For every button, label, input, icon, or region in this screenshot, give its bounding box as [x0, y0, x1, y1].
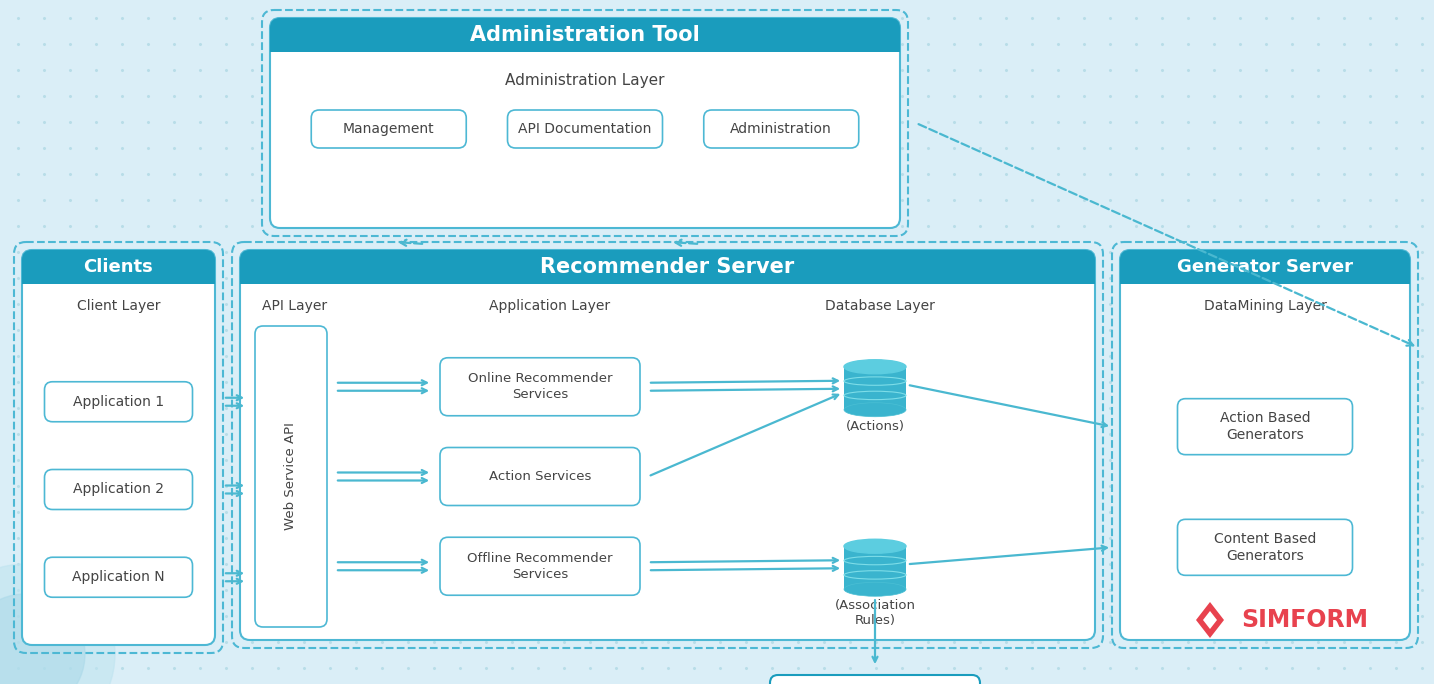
FancyBboxPatch shape — [1120, 250, 1410, 640]
Text: Online Recommender
Services: Online Recommender Services — [467, 372, 612, 402]
FancyBboxPatch shape — [44, 469, 192, 510]
FancyBboxPatch shape — [1120, 250, 1410, 284]
FancyBboxPatch shape — [270, 18, 901, 52]
FancyBboxPatch shape — [22, 250, 215, 645]
Text: Recommender Server: Recommender Server — [541, 257, 794, 277]
Bar — [1120, 267, 1410, 284]
Polygon shape — [1196, 602, 1225, 638]
FancyBboxPatch shape — [22, 250, 215, 284]
Text: Generator Server: Generator Server — [1177, 258, 1354, 276]
Text: Administration: Administration — [730, 122, 832, 136]
Text: Application Layer: Application Layer — [489, 299, 611, 313]
Ellipse shape — [845, 360, 906, 373]
Text: API Layer: API Layer — [262, 299, 327, 313]
Circle shape — [0, 564, 115, 684]
Polygon shape — [1203, 611, 1217, 629]
Text: Offline Recommender
Services: Offline Recommender Services — [467, 552, 612, 581]
Text: Clients: Clients — [83, 258, 153, 276]
Text: Database Layer: Database Layer — [825, 299, 935, 313]
Text: SIMFORM: SIMFORM — [1242, 608, 1368, 632]
Ellipse shape — [845, 403, 906, 417]
Text: Application 1: Application 1 — [73, 395, 163, 409]
Text: (Actions): (Actions) — [846, 420, 905, 433]
FancyBboxPatch shape — [311, 110, 466, 148]
Ellipse shape — [845, 539, 906, 553]
Text: Client Layer: Client Layer — [77, 299, 161, 313]
Text: Administration Layer: Administration Layer — [505, 73, 665, 88]
Text: Action Based
Generators: Action Based Generators — [1220, 411, 1311, 443]
FancyBboxPatch shape — [255, 326, 327, 627]
FancyBboxPatch shape — [1177, 519, 1352, 575]
FancyBboxPatch shape — [1177, 399, 1352, 455]
FancyBboxPatch shape — [44, 382, 192, 422]
FancyBboxPatch shape — [704, 110, 859, 148]
FancyBboxPatch shape — [770, 675, 979, 684]
Text: Application N: Application N — [72, 570, 165, 584]
Text: Administration Tool: Administration Tool — [470, 25, 700, 45]
FancyBboxPatch shape — [508, 110, 663, 148]
Bar — [239, 267, 1096, 284]
FancyBboxPatch shape — [440, 537, 640, 595]
FancyBboxPatch shape — [239, 250, 1096, 640]
Text: Action Services: Action Services — [489, 470, 591, 483]
Bar — [270, 35, 901, 52]
Circle shape — [0, 594, 85, 684]
FancyBboxPatch shape — [440, 447, 640, 505]
Bar — [22, 267, 215, 284]
Text: (Association
Rules): (Association Rules) — [835, 599, 915, 627]
FancyBboxPatch shape — [270, 18, 901, 228]
Bar — [845, 547, 906, 589]
Text: Web Service API: Web Service API — [284, 423, 297, 530]
Text: DataMining Layer: DataMining Layer — [1203, 299, 1326, 313]
FancyBboxPatch shape — [440, 358, 640, 416]
FancyBboxPatch shape — [239, 250, 1096, 284]
Ellipse shape — [845, 582, 906, 596]
Text: API Documentation: API Documentation — [518, 122, 651, 136]
Text: Application 2: Application 2 — [73, 482, 163, 497]
Text: Management: Management — [343, 122, 435, 136]
Text: Content Based
Generators: Content Based Generators — [1213, 531, 1316, 563]
Bar — [845, 367, 906, 410]
FancyBboxPatch shape — [44, 557, 192, 597]
